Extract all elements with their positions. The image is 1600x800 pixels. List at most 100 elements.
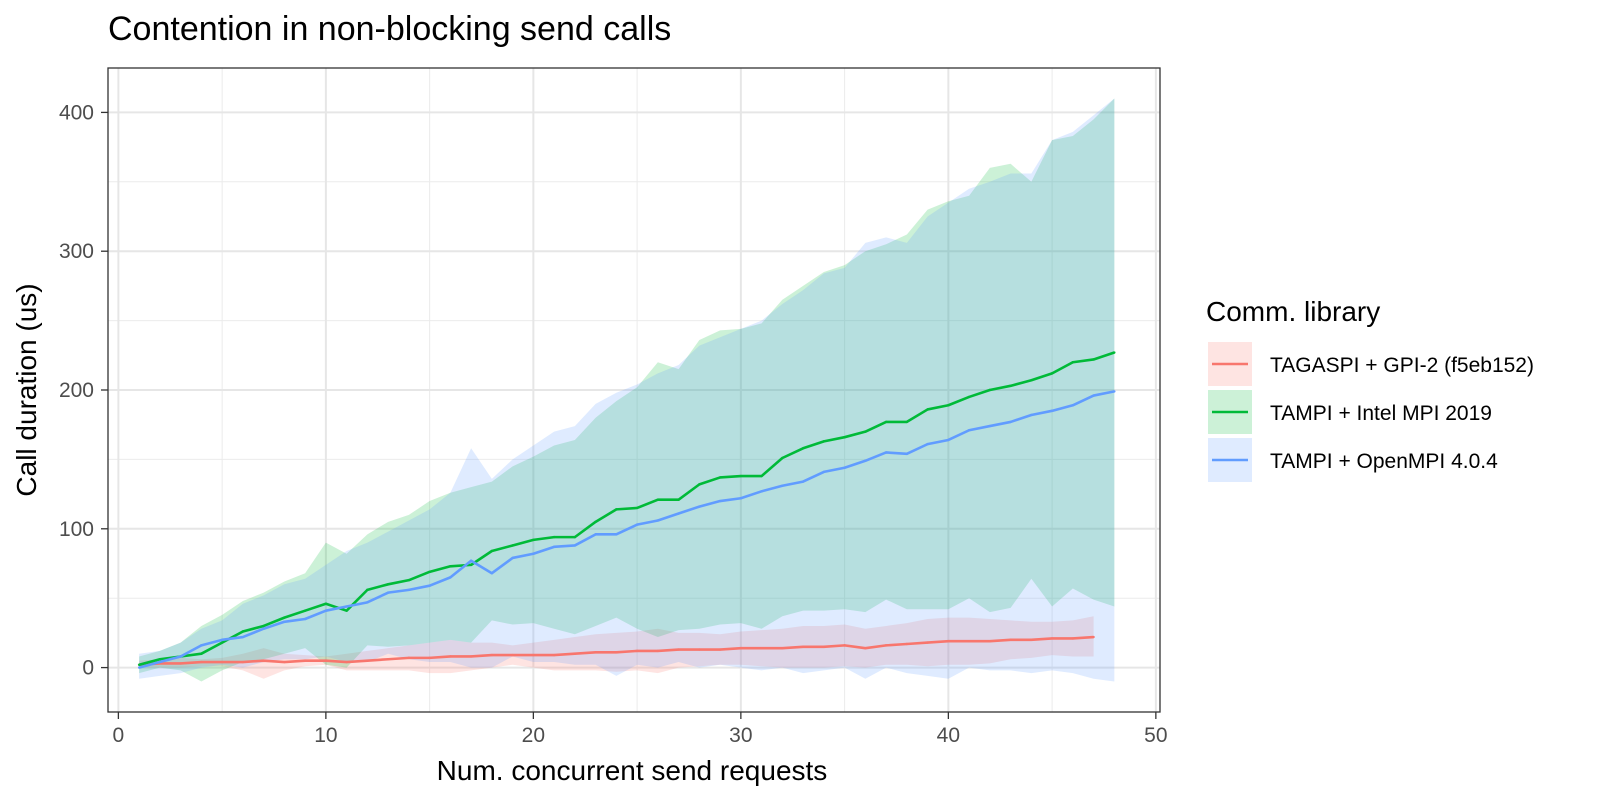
- point-series-2: [469, 559, 473, 562]
- line-series-1: [138, 351, 1115, 667]
- point-series-1: [967, 395, 971, 399]
- point-series-0: [967, 640, 971, 643]
- point-series-1: [137, 663, 141, 667]
- x-tick-label: 20: [522, 724, 545, 747]
- point-series-1: [781, 456, 784, 460]
- point-series-2: [283, 620, 286, 623]
- legend: Comm. library TAGASPI + GPI-2 (f5eb152) T…: [1206, 296, 1534, 482]
- point-series-2: [449, 576, 452, 579]
- x-tick-label: 50: [1144, 724, 1167, 747]
- point-series-1: [905, 420, 909, 424]
- point-series-1: [262, 624, 265, 628]
- legend-label: TAMPI + Intel MPI 2019: [1270, 402, 1492, 425]
- point-series-1: [1050, 372, 1054, 375]
- point-series-0: [698, 648, 701, 651]
- point-series-2: [241, 635, 245, 639]
- y-tick-label: 200: [59, 379, 94, 402]
- point-series-1: [843, 435, 846, 439]
- point-series-2: [988, 424, 992, 428]
- point-series-2: [179, 655, 182, 658]
- point-series-0: [490, 653, 494, 657]
- point-series-2: [698, 505, 701, 508]
- point-series-0: [428, 656, 431, 660]
- point-series-1: [469, 563, 473, 567]
- x-tick-label: 0: [113, 724, 125, 747]
- point-series-1: [1113, 351, 1116, 354]
- point-series-1: [532, 538, 535, 542]
- point-series-2: [739, 497, 743, 500]
- point-series-0: [179, 662, 182, 665]
- point-series-0: [573, 652, 577, 655]
- chart-title: Contention in non-blocking send calls: [108, 10, 671, 48]
- point-series-1: [635, 506, 639, 510]
- point-series-1: [241, 630, 245, 633]
- point-series-2: [947, 438, 950, 442]
- point-series-0: [760, 646, 763, 650]
- point-series-2: [926, 442, 929, 446]
- point-series-2: [137, 666, 141, 669]
- point-series-1: [677, 498, 680, 501]
- point-series-2: [1092, 394, 1095, 397]
- point-series-2: [200, 644, 203, 647]
- series-lines: [137, 351, 1116, 669]
- point-series-0: [1071, 637, 1075, 640]
- point-series-0: [324, 659, 328, 662]
- point-series-1: [1071, 361, 1075, 364]
- point-series-0: [739, 646, 743, 650]
- point-series-1: [407, 578, 411, 582]
- point-series-1: [739, 474, 743, 478]
- ribbon-series-1: [139, 98, 1115, 682]
- point-series-1: [1030, 379, 1033, 382]
- point-series-0: [822, 645, 826, 648]
- legend-item-0: TAGASPI + GPI-2 (f5eb152): [1208, 342, 1534, 386]
- y-axis: 0 100 200 300 400: [59, 101, 108, 680]
- point-series-0: [615, 651, 618, 654]
- point-series-1: [822, 440, 826, 443]
- point-series-1: [345, 609, 348, 612]
- point-series-0: [884, 644, 888, 647]
- x-tick-label: 30: [729, 724, 752, 747]
- point-series-2: [656, 519, 660, 522]
- point-series-0: [552, 653, 556, 657]
- ribbon-series-0: [139, 616, 1094, 679]
- point-series-0: [262, 659, 265, 662]
- y-tick-label: 100: [59, 518, 94, 541]
- x-axis: 0 10 20 30 40 50: [113, 712, 1168, 747]
- point-series-1: [573, 535, 577, 539]
- point-series-0: [656, 649, 660, 653]
- point-series-1: [1009, 384, 1012, 388]
- point-series-0: [926, 641, 929, 644]
- point-series-0: [345, 660, 348, 664]
- point-series-2: [967, 429, 971, 432]
- point-series-0: [511, 653, 514, 657]
- x-axis-title: Num. concurrent send requests: [437, 755, 828, 786]
- point-series-2: [573, 544, 577, 547]
- y-axis-title: Call duration (us): [11, 283, 42, 496]
- x-tick-label: 40: [937, 724, 960, 747]
- y-tick-label: 300: [59, 240, 94, 263]
- point-series-2: [220, 638, 224, 642]
- point-series-0: [241, 660, 245, 664]
- point-series-2: [262, 627, 265, 630]
- point-series-1: [926, 408, 929, 411]
- point-series-2: [822, 470, 826, 474]
- point-series-0: [1030, 638, 1033, 642]
- point-series-1: [324, 602, 328, 605]
- point-series-1: [884, 420, 888, 424]
- point-series-2: [1050, 409, 1054, 413]
- point-series-0: [1092, 635, 1095, 639]
- point-series-1: [656, 498, 660, 501]
- point-series-0: [843, 644, 846, 647]
- point-series-1: [864, 430, 867, 433]
- point-series-2: [594, 533, 597, 536]
- legend-label: TAMPI + OpenMPI 4.0.4: [1270, 450, 1498, 473]
- point-series-0: [220, 660, 224, 664]
- point-series-0: [905, 642, 909, 646]
- point-series-2: [532, 552, 535, 555]
- point-series-2: [490, 572, 494, 575]
- line-series-2: [138, 390, 1115, 669]
- point-series-2: [1071, 404, 1075, 407]
- point-series-1: [947, 404, 950, 407]
- point-series-1: [200, 652, 203, 655]
